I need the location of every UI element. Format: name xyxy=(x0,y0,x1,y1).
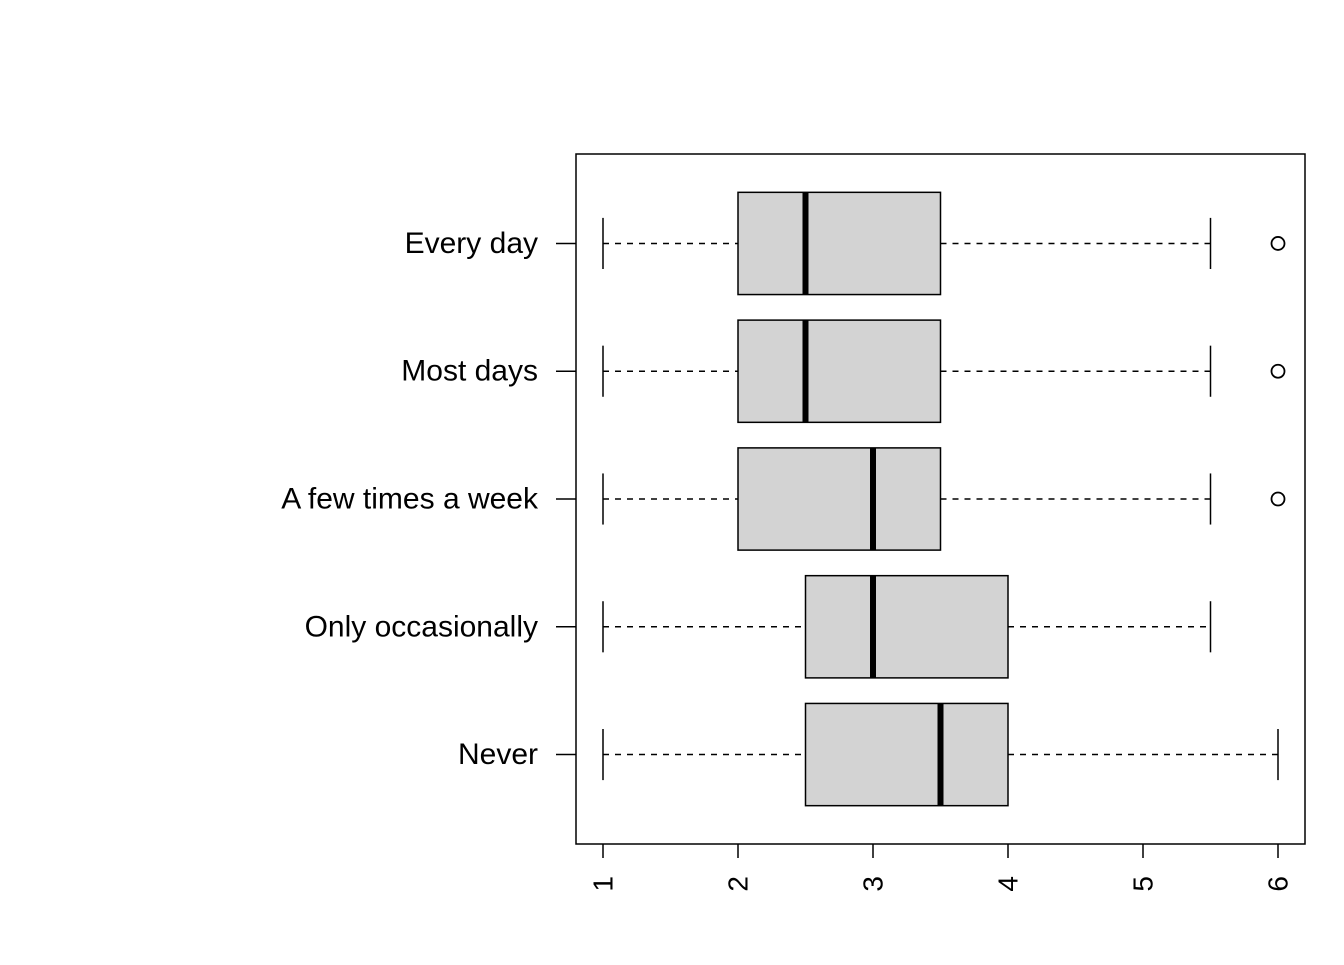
category-label: A few times a week xyxy=(281,483,539,516)
chart-marks: 1 2 3 4 5 6 Every day Most days A few times a we… xyxy=(281,191,1294,892)
box-group-4: Never xyxy=(458,702,1279,807)
x-tick-label-6: 6 xyxy=(1263,876,1294,892)
category-label: Every day xyxy=(405,227,538,260)
iqr-box xyxy=(737,191,942,296)
iqr-box xyxy=(737,447,942,551)
outlier-point xyxy=(1270,236,1286,251)
x-tick-label-3: 3 xyxy=(858,876,889,892)
category-label: Most days xyxy=(401,355,538,388)
outlier-point xyxy=(1270,491,1286,507)
x-tick-label-1: 1 xyxy=(588,876,619,892)
box-group-1: Most days xyxy=(401,319,1286,424)
box-group-3: Only occasionally xyxy=(305,574,1212,679)
category-label: Never xyxy=(458,738,538,771)
x-tick-label-4: 4 xyxy=(993,876,1024,892)
category-label: Only occasionally xyxy=(305,610,538,643)
iqr-box xyxy=(737,319,942,424)
box-group-0: Every day xyxy=(405,191,1286,296)
x-tick-label-2: 2 xyxy=(723,876,754,892)
iqr-box xyxy=(804,702,1009,807)
outlier-point xyxy=(1270,363,1286,379)
x-tick-label-5: 5 xyxy=(1128,876,1159,892)
box-group-2: A few times a week xyxy=(281,447,1286,551)
iqr-box xyxy=(804,574,1009,679)
